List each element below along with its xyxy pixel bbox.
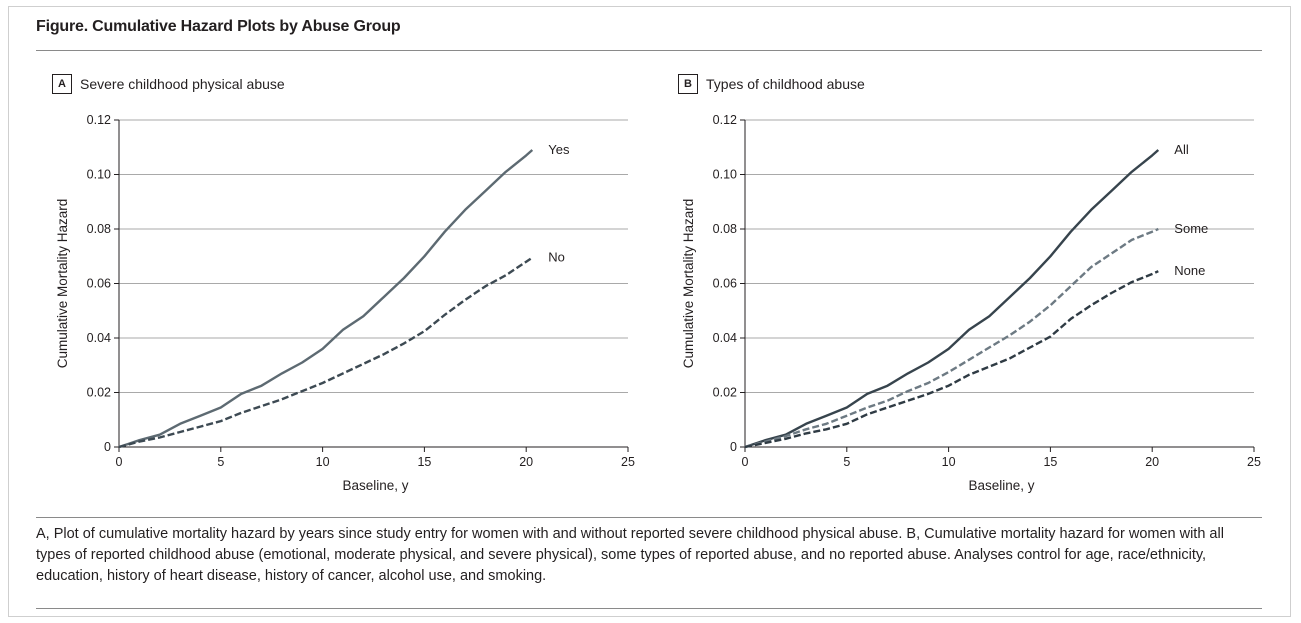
y-tick-label: 0.06 (713, 277, 737, 291)
panel-b-badge: B (678, 74, 698, 94)
x-tick-label: 0 (116, 455, 123, 469)
y-tick-label: 0 (104, 440, 111, 454)
x-axis-label: Baseline, y (342, 478, 408, 493)
series-line-no (118, 256, 533, 449)
y-tick-label: 0.02 (87, 386, 111, 400)
y-tick-label: 0.08 (87, 222, 111, 236)
x-tick-label: 10 (316, 455, 330, 469)
chart-panel-a: 0 0.02 0.04 0.06 0.08 0.10 0.12 0 5 10 15 20 25 Basel… (55, 113, 635, 493)
x-tick-label: 20 (1145, 455, 1159, 469)
panel-a-badge: A (52, 74, 72, 94)
y-tick-label: 0.04 (87, 331, 111, 345)
series-label-all: All (1174, 142, 1189, 157)
panel-b-heading: B Types of childhood abuse (678, 74, 865, 94)
x-tick-label: 5 (843, 455, 850, 469)
figure-caption: A, Plot of cumulative mortality hazard b… (36, 526, 1224, 584)
panel-b-title: Types of childhood abuse (706, 76, 865, 92)
x-tick-label: 10 (942, 455, 956, 469)
y-tick-label: 0.12 (87, 113, 111, 127)
series-label-none: None (1174, 263, 1205, 278)
y-tick-label: 0.02 (713, 386, 737, 400)
x-axis-label: Baseline, y (968, 478, 1034, 493)
panel-a-heading: A Severe childhood physical abuse (52, 74, 285, 94)
x-tick-label: 15 (1043, 455, 1057, 469)
series-label-yes: Yes (548, 142, 570, 157)
series-label-some: Some (1174, 221, 1208, 236)
caption-bottom-rule (36, 608, 1262, 609)
x-tick-label: 20 (519, 455, 533, 469)
x-tick-label: 15 (417, 455, 431, 469)
series-line-all (744, 149, 1160, 449)
panel-a-title: Severe childhood physical abuse (80, 76, 285, 92)
y-tick-label: 0.04 (713, 331, 737, 345)
caption-top-rule (36, 517, 1262, 518)
y-tick-label: 0.10 (713, 168, 737, 182)
x-tick-label: 5 (217, 455, 224, 469)
y-tick-label: 0.12 (713, 113, 737, 127)
figure-title: Figure. Cumulative Hazard Plots by Abuse… (36, 18, 401, 35)
y-axis-label: Cumulative Mortality Hazard (55, 199, 70, 369)
y-tick-label: 0.10 (87, 168, 111, 182)
series-line-none (744, 270, 1159, 449)
figure-frame (8, 6, 1291, 617)
x-tick-label: 25 (621, 455, 635, 469)
series-line-some (744, 227, 1159, 449)
title-rule (36, 50, 1262, 51)
x-tick-label: 25 (1247, 455, 1261, 469)
series-line-yes (118, 149, 534, 449)
series-label-no: No (548, 250, 565, 265)
y-tick-label: 0.06 (87, 277, 111, 291)
y-tick-label: 0 (730, 440, 737, 454)
y-tick-label: 0.08 (713, 222, 737, 236)
chart-panel-b: 0 0.02 0.04 0.06 0.08 0.10 0.12 0 5 10 15 20 25 Basel… (681, 113, 1261, 493)
y-axis-label: Cumulative Mortality Hazard (681, 199, 696, 369)
x-tick-label: 0 (742, 455, 749, 469)
